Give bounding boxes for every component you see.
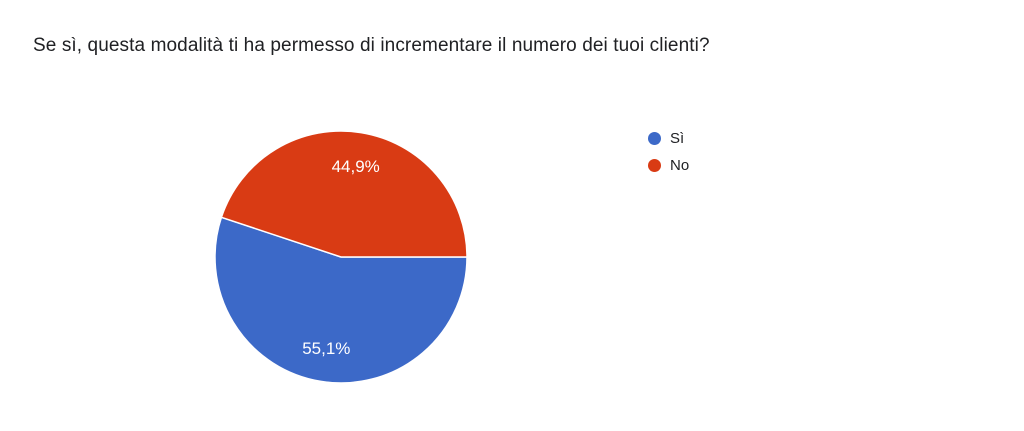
question-title: Se sì, questa modalità ti ha permesso di… [33, 35, 710, 56]
pie-slice-no[interactable] [220, 130, 468, 258]
legend-item-no: No [648, 154, 689, 177]
legend-item-si: Sì [648, 127, 689, 150]
pie-chart: 55,1% 44,9% [214, 130, 468, 384]
pie-slice-sì[interactable] [214, 216, 468, 384]
legend-swatch-no-icon [648, 159, 661, 172]
legend-label-no: No [670, 157, 690, 174]
legend: Sì No [648, 127, 689, 177]
legend-swatch-si-icon [648, 132, 661, 145]
legend-label-si: Sì [670, 130, 685, 147]
slice-percentage-label-sì: 55,1% [302, 339, 350, 358]
slice-percentage-label-no: 44,9% [332, 157, 380, 176]
